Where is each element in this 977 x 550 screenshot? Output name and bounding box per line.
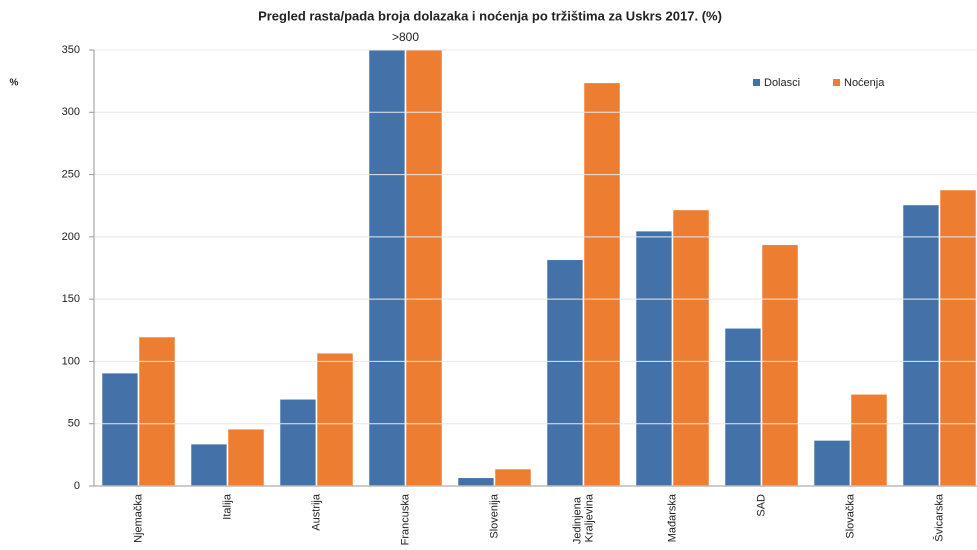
bar	[901, 203, 941, 486]
bar	[137, 335, 177, 486]
bar	[493, 467, 533, 486]
bar	[723, 327, 763, 486]
y-tick-label: 350	[62, 44, 80, 56]
bar	[404, 50, 444, 486]
legend-label: Dolasci	[764, 77, 800, 89]
bar	[634, 229, 674, 486]
bar	[582, 81, 622, 486]
bar	[812, 439, 852, 486]
bar	[226, 427, 266, 486]
x-tick-label: Slovenija	[488, 493, 500, 539]
y-axis-label: %	[10, 78, 19, 89]
chart-title: Pregled rasta/pada broja dolazaka i noće…	[258, 8, 722, 23]
x-tick-label: Jedinjena Kraljevina	[571, 493, 595, 544]
bar	[189, 442, 229, 486]
annotation: >800	[392, 30, 419, 44]
x-tick-label: Njemačka	[132, 493, 144, 543]
y-tick-label: 250	[62, 168, 80, 180]
y-tick-label: 100	[62, 355, 80, 367]
bar	[671, 208, 711, 486]
x-tick-label: Italija	[221, 493, 233, 520]
bar	[100, 371, 140, 486]
bar	[760, 243, 800, 486]
y-tick-label: 0	[74, 480, 80, 492]
bar	[278, 398, 318, 486]
x-tick-label: Slovačka	[844, 493, 856, 539]
y-tick-label: 150	[62, 293, 80, 305]
bar	[315, 351, 355, 486]
bar	[367, 50, 407, 486]
plot-area	[100, 50, 977, 486]
x-tick-label: Švicarska	[932, 493, 945, 542]
bar	[938, 188, 977, 486]
x-tick-label: SAD	[755, 494, 767, 517]
x-tick-label: Mađarska	[666, 493, 678, 542]
legend-swatch	[753, 79, 760, 86]
legend-label: Noćenja	[844, 77, 885, 89]
y-tick-label: 200	[62, 231, 80, 243]
x-tick-label: Francuska	[399, 493, 411, 545]
bar	[545, 258, 585, 486]
legend-swatch	[833, 79, 840, 86]
bar	[456, 476, 496, 486]
bar	[849, 393, 889, 486]
y-tick-label: 50	[68, 418, 80, 430]
x-tick-label: Austrija	[310, 493, 322, 531]
y-tick-label: 300	[62, 106, 80, 118]
